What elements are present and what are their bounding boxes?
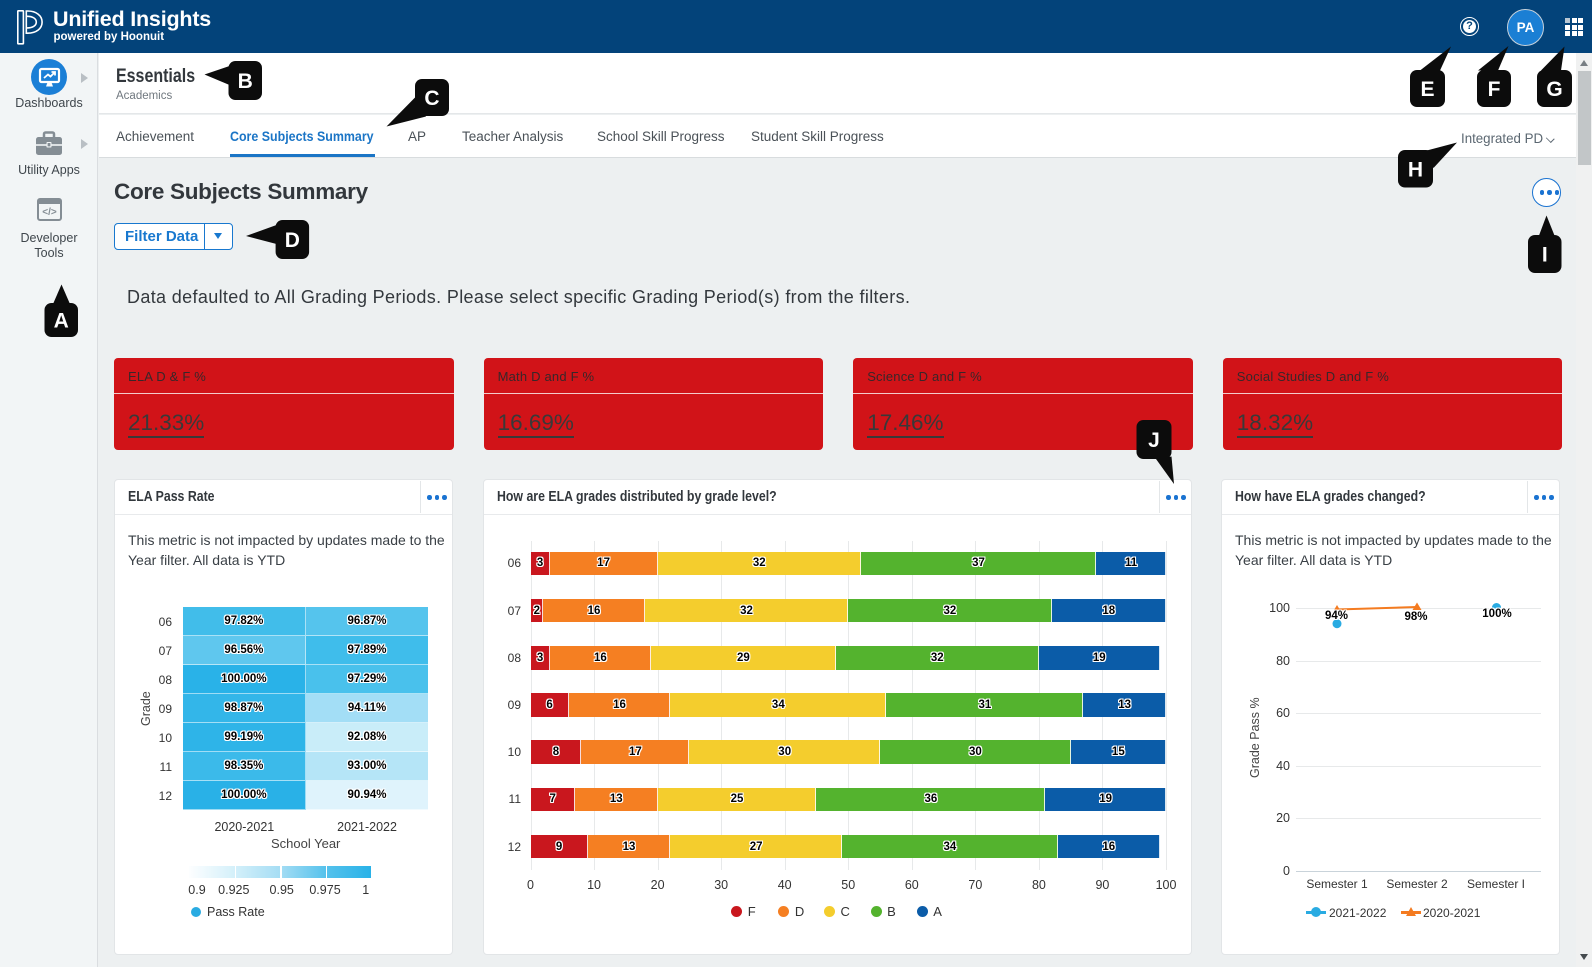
svg-text:D: D: [285, 229, 300, 252]
svg-text:E: E: [1420, 78, 1434, 101]
svg-text:</>: </>: [42, 207, 57, 218]
svg-text:C: C: [424, 87, 439, 110]
svg-text:F: F: [1488, 78, 1501, 101]
svg-text:J: J: [1148, 429, 1160, 452]
svg-text:B: B: [238, 70, 253, 93]
svg-text:H: H: [1408, 158, 1423, 181]
svg-text:I: I: [1542, 244, 1548, 267]
svg-text:A: A: [54, 310, 69, 333]
svg-text:G: G: [1546, 78, 1562, 101]
